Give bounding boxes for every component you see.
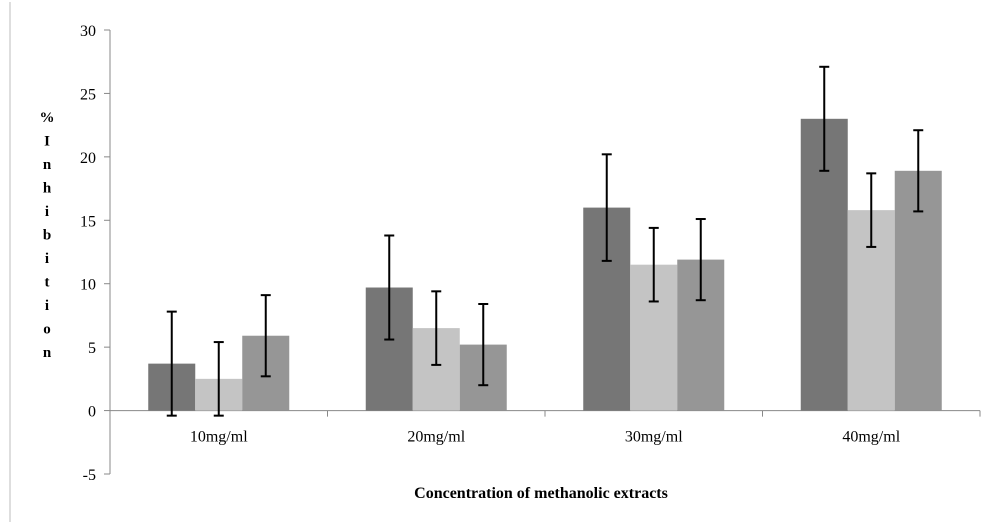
plot-area: -5 0 5 10 15 20 25 30 10mg/ml 20mg/ml 30mg/ml 40mg/… bbox=[80, 23, 981, 484]
y-axis-title-letter: h bbox=[43, 181, 52, 197]
y-tick-label: 10 bbox=[80, 277, 96, 294]
y-tick-label: 30 bbox=[80, 23, 96, 40]
x-tick-label: 30mg/ml bbox=[625, 429, 683, 446]
y-axis-title-letter: i bbox=[45, 204, 49, 220]
x-tick-label: 20mg/ml bbox=[407, 429, 465, 446]
y-tick-label: 15 bbox=[80, 213, 96, 230]
y-axis-title-letter: i bbox=[45, 298, 49, 314]
y-tick-label: 5 bbox=[88, 340, 96, 357]
x-tick-label: 10mg/ml bbox=[190, 429, 248, 446]
x-axis-title: Concentration of methanolic extracts bbox=[414, 485, 668, 502]
y-tick-label: 25 bbox=[80, 86, 96, 103]
y-axis-title-letter: o bbox=[43, 322, 51, 338]
y-tick-label: 20 bbox=[80, 150, 96, 167]
y-axis-title-letter: t bbox=[45, 275, 50, 291]
y-axis-title-letter: b bbox=[43, 228, 51, 244]
y-tick-label: 0 bbox=[88, 404, 96, 421]
y-tick-label: -5 bbox=[83, 467, 96, 484]
y-axis-title-letter: I bbox=[44, 134, 50, 150]
y-axis-title-letter: i bbox=[45, 251, 49, 267]
x-tick-label: 40mg/ml bbox=[842, 429, 900, 446]
y-axis-title-letter: n bbox=[43, 157, 52, 173]
y-axis-title-letter: % bbox=[40, 110, 55, 126]
y-axis-title-letter: n bbox=[43, 345, 52, 361]
